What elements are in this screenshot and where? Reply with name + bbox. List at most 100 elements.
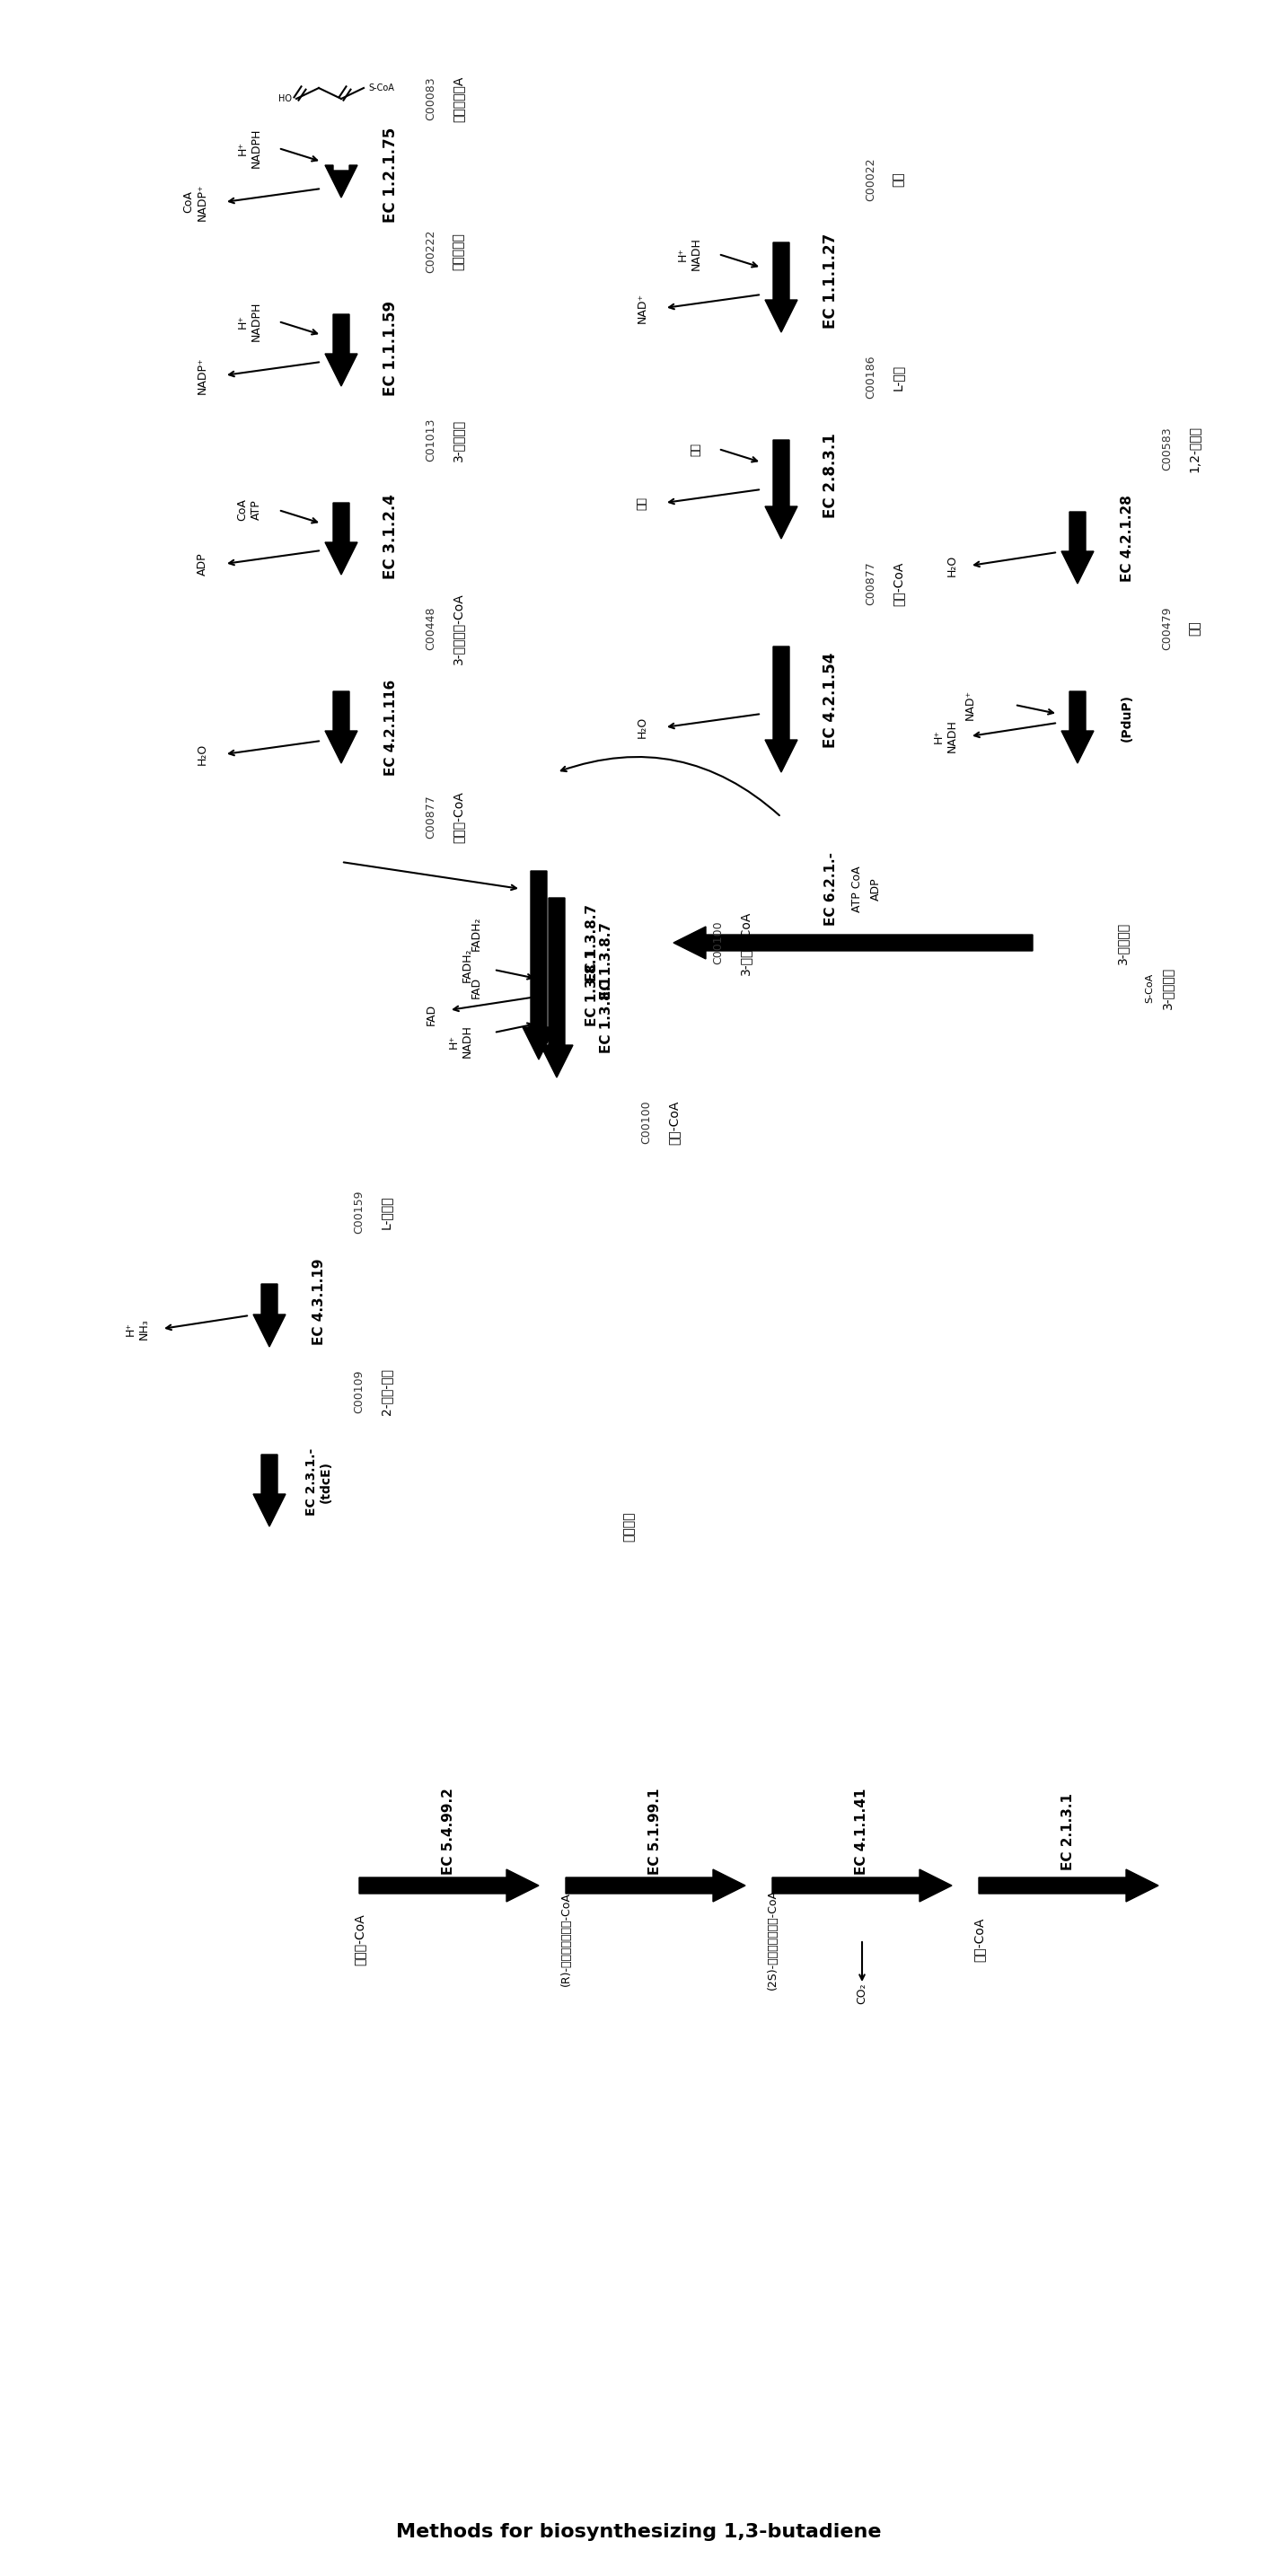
Text: EC 1.1.1.27: EC 1.1.1.27 — [823, 234, 838, 330]
Text: C00877: C00877 — [425, 796, 436, 840]
FancyArrow shape — [253, 1283, 286, 1347]
Text: H₂O: H₂O — [197, 744, 208, 765]
Text: NADPH: NADPH — [250, 129, 262, 167]
Text: FAD: FAD — [470, 976, 482, 999]
Text: FADH₂: FADH₂ — [461, 948, 473, 981]
Text: C00022: C00022 — [865, 157, 877, 201]
Text: H⁺: H⁺ — [933, 729, 944, 744]
FancyArrow shape — [325, 502, 357, 574]
Text: C01013: C01013 — [425, 417, 436, 461]
Text: NADH: NADH — [946, 719, 958, 752]
Text: C00479: C00479 — [1161, 608, 1173, 649]
Text: 乙酸: 乙酸 — [690, 443, 702, 456]
Text: C00100: C00100 — [641, 1100, 652, 1144]
Text: 3-丁烯酸-CoA: 3-丁烯酸-CoA — [739, 912, 752, 974]
Text: EC 1.3.8.7: EC 1.3.8.7 — [600, 922, 612, 999]
Text: H⁺: H⁺ — [448, 1036, 459, 1048]
Text: C00583: C00583 — [1161, 428, 1173, 471]
Text: C00083: C00083 — [425, 77, 436, 121]
Text: 丙醛: 丙醛 — [1188, 621, 1201, 636]
Text: H₂O: H₂O — [637, 716, 648, 739]
FancyArrow shape — [766, 242, 798, 332]
FancyArrow shape — [253, 1455, 286, 1528]
Text: FADH₂: FADH₂ — [470, 917, 482, 951]
Text: C00186: C00186 — [865, 355, 877, 399]
Text: C00109: C00109 — [353, 1370, 365, 1414]
Text: EC 4.2.1.54: EC 4.2.1.54 — [823, 652, 838, 747]
FancyArrow shape — [772, 1870, 952, 1901]
Text: 3-羟基丙酸: 3-羟基丙酸 — [452, 420, 464, 461]
Text: 巴豆酰-CoA: 巴豆酰-CoA — [452, 791, 464, 842]
Text: EC 4.2.1.28: EC 4.2.1.28 — [1120, 495, 1133, 582]
Text: NAD⁺: NAD⁺ — [637, 294, 648, 325]
Text: 3-乙酰乙酸: 3-乙酰乙酸 — [1116, 922, 1129, 963]
FancyArrow shape — [565, 1870, 745, 1901]
Text: EC 1.3.8.1: EC 1.3.8.1 — [600, 976, 612, 1054]
Text: 丙酸: 丙酸 — [892, 173, 905, 188]
Text: EC 5.4.99.2: EC 5.4.99.2 — [443, 1788, 456, 1875]
Text: (2S)-甲基丙二酸单酰-CoA: (2S)-甲基丙二酸单酰-CoA — [767, 1888, 778, 1989]
FancyArrow shape — [359, 1870, 538, 1901]
Text: NADP⁺: NADP⁺ — [197, 183, 208, 222]
Text: NADPH: NADPH — [250, 301, 262, 343]
FancyArrow shape — [766, 647, 798, 773]
Text: ADP: ADP — [870, 878, 882, 902]
Text: 丙酰-CoA: 丙酰-CoA — [972, 1917, 985, 1960]
Text: C00100: C00100 — [712, 922, 725, 963]
Text: (PduP): (PduP) — [1120, 696, 1133, 742]
Text: (R)-甲基丙二酸单酰-CoA: (R)-甲基丙二酸单酰-CoA — [560, 1893, 572, 1986]
Text: C00159: C00159 — [353, 1190, 365, 1234]
FancyArrow shape — [325, 314, 357, 386]
Text: CoA: CoA — [182, 191, 194, 214]
Text: L-丙氨酸: L-丙氨酸 — [380, 1195, 393, 1229]
FancyArrow shape — [541, 899, 573, 1077]
Text: EC 4.3.1.19: EC 4.3.1.19 — [313, 1260, 325, 1345]
Text: C00222: C00222 — [425, 229, 436, 273]
FancyArrow shape — [674, 927, 1032, 958]
Text: EC 2.3.1.-
(tdcE): EC 2.3.1.- (tdcE) — [305, 1448, 332, 1515]
Text: C00877: C00877 — [865, 562, 877, 605]
Text: ATP: ATP — [250, 500, 262, 520]
Text: EC 4.2.1.116: EC 4.2.1.116 — [384, 680, 397, 775]
Text: EC 6.2.1.-: EC 6.2.1.- — [824, 853, 837, 925]
Text: NAD⁺: NAD⁺ — [963, 690, 976, 721]
Text: FAD: FAD — [425, 1005, 436, 1025]
Text: H⁺: H⁺ — [236, 142, 249, 155]
FancyArrow shape — [523, 871, 555, 1059]
Text: 2-氧化-丁酸: 2-氧化-丁酸 — [380, 1368, 393, 1414]
Text: 3-羟基丁酰-CoA: 3-羟基丁酰-CoA — [452, 592, 464, 665]
Text: NADH: NADH — [690, 237, 702, 270]
Text: H⁺: H⁺ — [124, 1321, 137, 1337]
FancyArrow shape — [325, 165, 357, 198]
Text: H⁺: H⁺ — [236, 314, 249, 330]
Text: EC 1.3.8.7: EC 1.3.8.7 — [586, 904, 600, 981]
Text: 草酰乙酸: 草酰乙酸 — [623, 1512, 635, 1540]
Text: S-CoA: S-CoA — [369, 82, 394, 93]
FancyArrow shape — [1062, 513, 1094, 585]
Text: 乙酰: 乙酰 — [637, 497, 648, 510]
Text: CoA: CoA — [236, 500, 249, 520]
Text: EC 1.1.1.59: EC 1.1.1.59 — [383, 301, 398, 397]
Text: EC 1.3.8.1: EC 1.3.8.1 — [586, 948, 600, 1025]
FancyArrow shape — [325, 690, 357, 762]
Text: HO: HO — [278, 95, 292, 103]
Text: S-CoA: S-CoA — [1145, 974, 1154, 1002]
Text: NH₃: NH₃ — [138, 1319, 149, 1340]
Text: 琥珀酰-CoA: 琥珀酰-CoA — [353, 1914, 365, 1965]
Text: 3-乙酰乙酸: 3-乙酰乙酸 — [1161, 966, 1174, 1010]
Text: 乳酰-CoA: 乳酰-CoA — [892, 562, 905, 605]
Text: EC 2.8.3.1: EC 2.8.3.1 — [823, 433, 838, 518]
Text: EC 5.1.99.1: EC 5.1.99.1 — [648, 1788, 662, 1875]
Text: 丙二酰辅酶A: 丙二酰辅酶A — [452, 75, 464, 121]
Text: L-乳酸: L-乳酸 — [892, 363, 905, 389]
Text: H₂O: H₂O — [946, 554, 958, 577]
FancyArrow shape — [979, 1870, 1159, 1901]
Text: 丙二酰半醛: 丙二酰半醛 — [452, 232, 464, 270]
Text: 丁酰-CoA: 丁酰-CoA — [667, 1100, 680, 1144]
Text: EC 3.1.2.4: EC 3.1.2.4 — [383, 495, 398, 580]
Text: NADP⁺: NADP⁺ — [197, 355, 208, 394]
Text: EC 2.1.3.1: EC 2.1.3.1 — [1062, 1793, 1076, 1870]
Text: 1,2-丙二醇: 1,2-丙二醇 — [1188, 425, 1201, 471]
Text: ATP CoA: ATP CoA — [851, 866, 864, 912]
Text: NADH: NADH — [461, 1025, 473, 1059]
